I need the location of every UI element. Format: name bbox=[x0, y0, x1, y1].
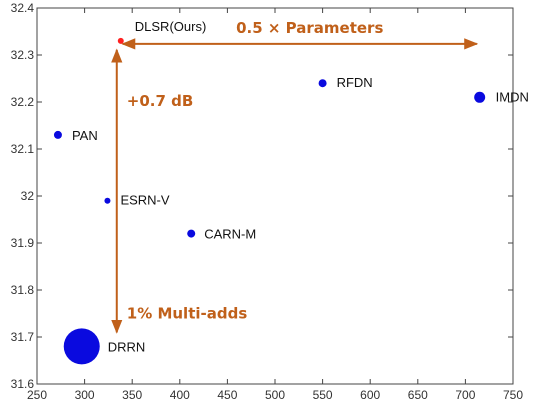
y-tick-label: 31.9 bbox=[11, 236, 35, 250]
point-label: IMDN bbox=[496, 89, 529, 104]
annotations: 0.5 × Parameters +0.7 dB 1% Multi-adds bbox=[111, 19, 479, 334]
x-tick-label: 750 bbox=[503, 388, 523, 402]
x-tick-label: 250 bbox=[27, 388, 47, 402]
point-label: ESRN-V bbox=[120, 193, 169, 208]
y-tick-label: 32.2 bbox=[11, 95, 35, 109]
y-tick-label: 31.8 bbox=[11, 283, 35, 297]
y-tick-label: 31.7 bbox=[11, 330, 35, 344]
plot-frame bbox=[36, 7, 514, 385]
point-label: DRRN bbox=[108, 339, 146, 354]
y-tick-label: 32 bbox=[21, 189, 35, 203]
x-tick-label: 550 bbox=[313, 388, 333, 402]
point-imdn bbox=[474, 91, 486, 103]
point-label: DLSR(Ours) bbox=[135, 19, 207, 34]
point-label: CARN-M bbox=[204, 227, 256, 242]
y-tick-label: 32.4 bbox=[11, 1, 35, 15]
x-tick-label: 700 bbox=[455, 388, 475, 402]
point-drrn bbox=[63, 328, 100, 365]
y-tick-label: 32.1 bbox=[11, 142, 35, 156]
y-tick-label: 31.6 bbox=[11, 377, 35, 391]
psnr-gain-annotation: +0.7 dB bbox=[127, 92, 194, 110]
multi-adds-annotation: 1% Multi-adds bbox=[127, 305, 248, 323]
x-tick-label: 450 bbox=[217, 388, 237, 402]
point-rfdn bbox=[318, 79, 327, 88]
point-carn-m bbox=[187, 229, 196, 238]
point-dlsr-ours- bbox=[117, 37, 124, 44]
point-label: RFDN bbox=[337, 75, 373, 90]
point-label: PAN bbox=[72, 128, 98, 143]
x-tick-label: 500 bbox=[265, 388, 285, 402]
point-pan bbox=[53, 130, 62, 139]
y-tick-label: 32.3 bbox=[11, 48, 35, 62]
parameters-annotation: 0.5 × Parameters bbox=[236, 19, 383, 37]
data-points: DLSR(Ours) RFDN IMDN PAN ESRN-V CARN-M DRRN bbox=[53, 19, 529, 365]
x-tick-label: 350 bbox=[122, 388, 142, 402]
x-tick-label: 600 bbox=[360, 388, 380, 402]
x-tick-label: 300 bbox=[75, 388, 95, 402]
x-tick-label: 650 bbox=[408, 388, 428, 402]
x-tick-label: 400 bbox=[170, 388, 190, 402]
plot-axes: 250 300 350 400 450 500 550 600 650 700 750 31.6 31.… bbox=[11, 1, 524, 402]
point-esrn-v bbox=[104, 197, 111, 204]
